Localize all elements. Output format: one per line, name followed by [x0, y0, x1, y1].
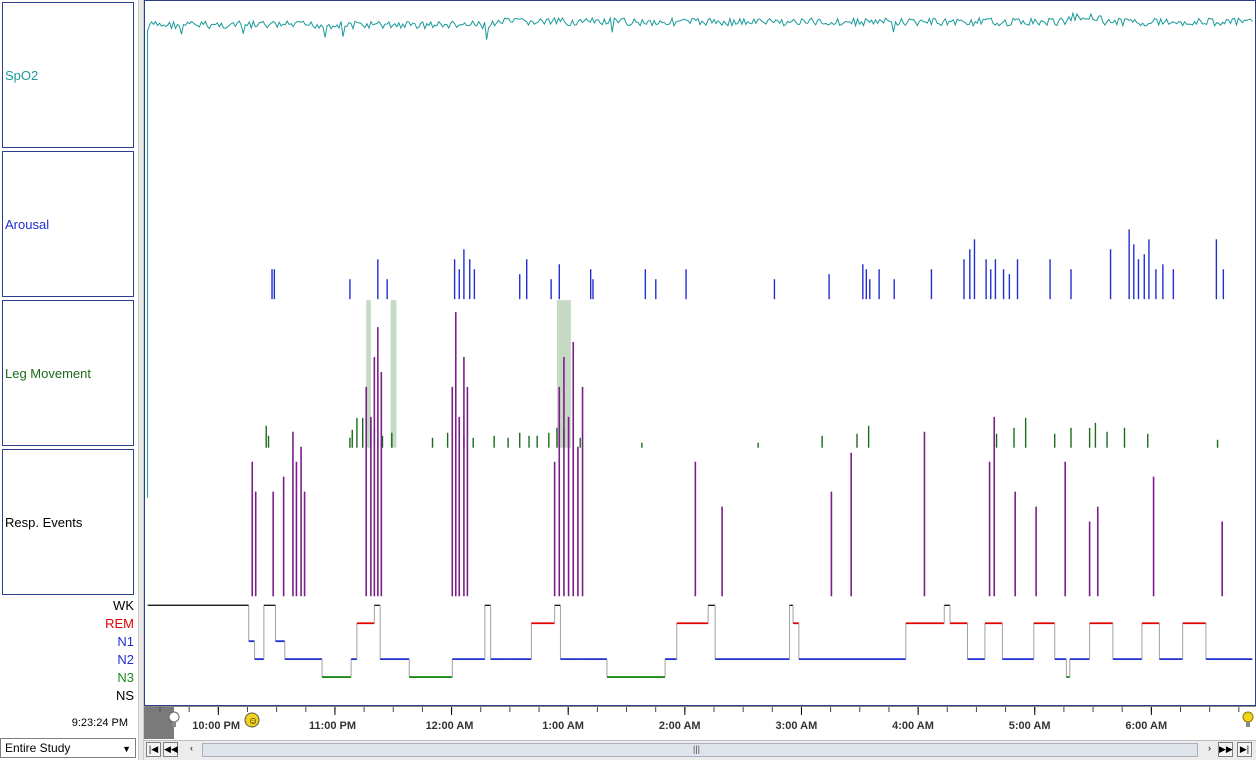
- channel-label-leg-movement[interactable]: Leg Movement: [2, 300, 134, 446]
- lightbulb-end-icon[interactable]: [1242, 711, 1254, 727]
- arousal-events-layer: [271, 229, 1225, 300]
- fast-forward-icon[interactable]: ▶▶: [1218, 742, 1233, 757]
- scroll-thumb-grip-icon[interactable]: |||: [693, 744, 701, 754]
- spo2-trace-layer: [147, 11, 1253, 498]
- cursor-time-readout: 9:23:24 PM: [71, 717, 128, 729]
- stage-label-n3: N3: [117, 670, 134, 685]
- time-tick-label: 12:00 AM: [426, 720, 474, 732]
- rewind-icon[interactable]: ◀◀: [163, 742, 178, 757]
- stage-label-ns: NS: [115, 688, 134, 703]
- time-tick-label: 2:00 AM: [659, 720, 701, 732]
- leg-events-layer: [265, 417, 1219, 448]
- channel-label-arousal[interactable]: Arousal: [2, 151, 134, 297]
- scroll-track[interactable]: |||: [202, 743, 1198, 757]
- time-tick-label: 1:00 AM: [542, 720, 584, 732]
- study-scope-value: Entire Study: [5, 741, 71, 755]
- leg-highlight-band: [390, 300, 397, 448]
- study-scope-select[interactable]: Entire Study ▼: [0, 738, 136, 758]
- pre-study-region: [144, 707, 174, 739]
- stage-label-rem: REM: [105, 616, 134, 631]
- channel-sidebar: SpO2 Arousal Leg Movement Resp. Events W…: [0, 0, 138, 760]
- stage-label-n1: N1: [117, 634, 134, 649]
- skip-first-icon[interactable]: |◀: [146, 742, 161, 757]
- channel-label-resp-events[interactable]: Resp. Events: [2, 449, 134, 595]
- time-tick-label: 5:00 AM: [1009, 720, 1051, 732]
- leg-highlight-band: [366, 300, 371, 448]
- panel-splitter[interactable]: [138, 0, 144, 760]
- lights-off-marker-glyph: ☺: [248, 716, 258, 727]
- stage-label-n2: N2: [117, 652, 134, 667]
- hypnogram-layer: [147, 604, 1253, 678]
- lights-off-marker-icon[interactable]: [244, 712, 260, 728]
- lightbulb-start-icon[interactable]: [168, 711, 180, 727]
- time-tick-label: 10:00 PM: [192, 720, 240, 732]
- scroll-right-icon[interactable]: ›: [1208, 743, 1211, 753]
- study-overview-chart[interactable]: [144, 0, 1256, 706]
- time-ticks-layer: 10:00 PM 11:00 PM 12:00 AM 1:00 AM 2:00 AM 3:…: [159, 707, 1240, 732]
- scroll-left-icon[interactable]: ‹: [190, 743, 193, 753]
- chevron-down-icon[interactable]: ▼: [122, 744, 131, 754]
- study-scrollbar[interactable]: |◀ ◀◀ ‹ ||| › ▶▶ ▶|: [144, 740, 1256, 760]
- leg-highlight-layer: [366, 300, 571, 448]
- stage-label-wk: WK: [113, 598, 134, 613]
- spo2-trace: [147, 11, 1253, 498]
- time-tick-label: 4:00 AM: [892, 720, 934, 732]
- time-tick-label: 6:00 AM: [1125, 720, 1167, 732]
- time-tick-label: 11:00 PM: [309, 720, 356, 732]
- resp-events-layer: [251, 312, 1223, 597]
- skip-last-icon[interactable]: ▶|: [1237, 742, 1252, 757]
- channel-label-spo2[interactable]: SpO2: [2, 2, 134, 148]
- time-axis[interactable]: 10:00 PM 11:00 PM 12:00 AM 1:00 AM 2:00 AM 3:…: [144, 706, 1256, 739]
- time-tick-label: 3:00 AM: [775, 720, 817, 732]
